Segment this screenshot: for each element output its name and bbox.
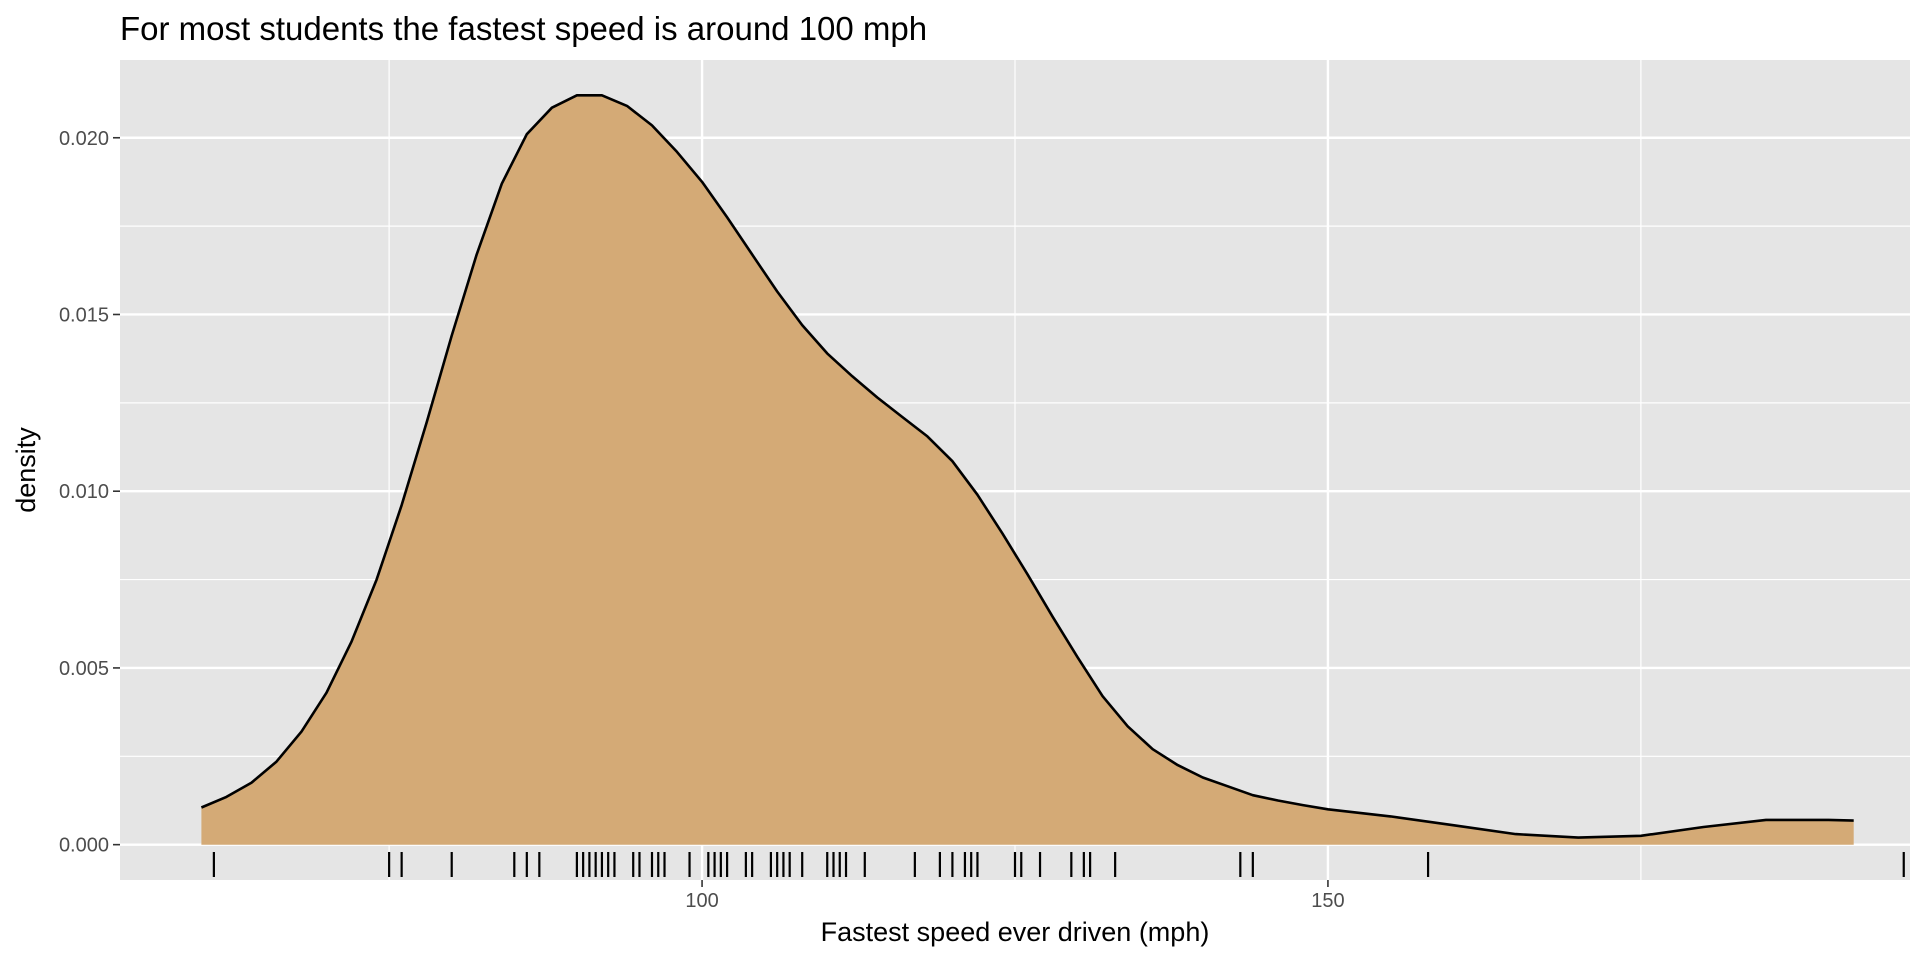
y-tick-label: 0.000	[59, 835, 109, 857]
density-curve	[200, 94, 1854, 839]
y-tick-label: 0.010	[59, 481, 109, 503]
density-area	[201, 95, 1854, 845]
axes: 0.000 0.005 0.010 0.015 0.020 100 150	[59, 128, 1345, 912]
x-tick-label: 100	[685, 890, 718, 912]
chart-title: For most students the fastest speed is a…	[120, 10, 927, 47]
y-tick-label: 0.005	[59, 658, 109, 680]
x-tick-label: 150	[1311, 890, 1344, 912]
rug-marks	[212, 852, 1905, 877]
y-tick-label: 0.020	[59, 128, 109, 150]
y-axis-title: density	[11, 427, 41, 513]
y-tick-label: 0.015	[59, 304, 109, 326]
x-axis-title: Fastest speed ever driven (mph)	[821, 917, 1210, 947]
